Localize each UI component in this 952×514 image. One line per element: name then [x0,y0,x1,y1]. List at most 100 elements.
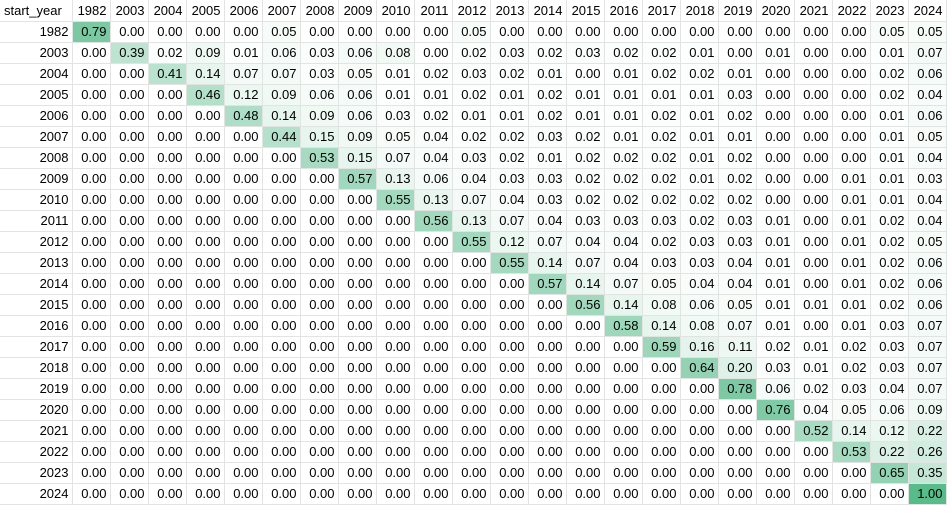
value-cell[interactable]: 0.22 [870,441,909,463]
value-cell[interactable]: 0.03 [300,42,339,64]
value-cell[interactable]: 0.00 [794,189,833,211]
value-cell[interactable]: 0.02 [870,84,909,106]
value-cell[interactable]: 0.03 [870,357,909,379]
column-header-cell[interactable]: 2023 [870,0,909,22]
value-cell[interactable]: 0.00 [604,336,643,358]
value-cell[interactable]: 0.00 [110,189,149,211]
value-cell[interactable]: 0.02 [604,189,643,211]
value-cell[interactable]: 0.00 [110,231,149,253]
value-cell[interactable]: 0.02 [832,357,871,379]
value-cell[interactable]: 0.00 [490,483,529,505]
value-cell[interactable]: 0.00 [72,147,111,169]
value-cell[interactable]: 0.00 [376,441,415,463]
value-cell[interactable]: 0.03 [376,105,415,127]
value-cell[interactable]: 0.00 [528,336,567,358]
value-cell[interactable]: 0.00 [832,63,871,85]
value-cell[interactable]: 0.05 [908,126,947,148]
value-cell[interactable]: 0.06 [908,273,947,295]
row-label-cell[interactable]: 2018 [0,357,73,379]
value-cell[interactable]: 0.00 [110,399,149,421]
value-cell[interactable]: 0.00 [186,210,225,232]
value-cell[interactable]: 0.00 [452,462,491,484]
value-cell[interactable]: 0.00 [376,378,415,400]
value-cell[interactable]: 0.03 [604,210,643,232]
row-label-cell[interactable]: 2015 [0,294,73,316]
value-cell[interactable]: 0.02 [642,42,681,64]
value-cell[interactable]: 0.00 [794,63,833,85]
value-cell[interactable]: 0.01 [452,105,491,127]
column-header-cell[interactable]: 2021 [794,0,833,22]
value-cell[interactable]: 0.05 [870,21,909,43]
value-cell[interactable]: 0.00 [148,84,187,106]
value-cell[interactable]: 0.15 [300,126,339,148]
value-cell[interactable]: 0.06 [680,294,719,316]
value-cell[interactable]: 0.00 [490,336,529,358]
value-cell[interactable]: 0.00 [224,231,263,253]
value-cell[interactable]: 0.16 [680,336,719,358]
value-cell[interactable]: 0.00 [490,420,529,442]
value-cell[interactable]: 0.00 [186,441,225,463]
value-cell[interactable]: 0.00 [224,336,263,358]
value-cell[interactable]: 0.01 [604,84,643,106]
value-cell[interactable]: 0.00 [300,462,339,484]
value-cell[interactable]: 0.01 [832,210,871,232]
value-cell[interactable]: 0.03 [870,336,909,358]
value-cell[interactable]: 0.00 [224,420,263,442]
value-cell[interactable]: 0.00 [224,294,263,316]
value-cell[interactable]: 0.02 [604,42,643,64]
value-cell[interactable]: 0.01 [680,84,719,106]
value-cell[interactable]: 0.00 [300,336,339,358]
column-header-cell[interactable]: 2018 [680,0,719,22]
value-cell[interactable]: 0.07 [908,42,947,64]
value-cell[interactable]: 0.00 [528,315,567,337]
value-cell[interactable]: 0.00 [72,378,111,400]
value-cell[interactable]: 0.02 [642,168,681,190]
value-cell[interactable]: 0.00 [794,105,833,127]
value-cell[interactable]: 0.01 [832,231,871,253]
value-cell[interactable]: 0.00 [72,84,111,106]
value-cell[interactable]: 0.00 [756,84,795,106]
value-cell[interactable]: 0.00 [186,483,225,505]
value-cell[interactable]: 0.09 [262,84,301,106]
value-cell[interactable]: 0.01 [832,273,871,295]
value-cell[interactable]: 0.76 [756,399,795,421]
value-cell[interactable]: 0.02 [680,189,719,211]
value-cell[interactable]: 0.00 [414,336,453,358]
value-cell[interactable]: 0.02 [642,189,681,211]
value-cell[interactable]: 0.00 [224,441,263,463]
value-cell[interactable]: 0.00 [186,273,225,295]
column-header-cell[interactable]: 2008 [300,0,339,22]
value-cell[interactable]: 0.00 [262,441,301,463]
value-cell[interactable]: 0.00 [300,378,339,400]
column-header-cell[interactable]: 2017 [642,0,681,22]
value-cell[interactable]: 0.07 [718,315,757,337]
value-cell[interactable]: 0.03 [642,210,681,232]
value-cell[interactable]: 0.00 [832,21,871,43]
value-cell[interactable]: 0.00 [186,189,225,211]
value-cell[interactable]: 0.00 [148,441,187,463]
value-cell[interactable]: 0.00 [680,462,719,484]
value-cell[interactable]: 0.01 [832,252,871,274]
value-cell[interactable]: 0.04 [718,273,757,295]
value-cell[interactable]: 0.06 [414,168,453,190]
value-cell[interactable]: 0.00 [414,357,453,379]
value-cell[interactable]: 0.06 [300,84,339,106]
value-cell[interactable]: 0.04 [794,399,833,421]
column-header-cell[interactable]: 2012 [452,0,491,22]
value-cell[interactable]: 0.01 [566,84,605,106]
value-cell[interactable]: 0.00 [452,399,491,421]
value-cell[interactable]: 0.01 [794,357,833,379]
value-cell[interactable]: 0.00 [794,84,833,106]
column-header-cell[interactable]: 2006 [224,0,263,22]
row-label-cell[interactable]: 2004 [0,63,73,85]
column-header-cell[interactable]: 2003 [110,0,149,22]
value-cell[interactable]: 0.00 [490,441,529,463]
row-label-cell[interactable]: 2024 [0,483,73,505]
value-cell[interactable]: 0.00 [262,252,301,274]
value-cell[interactable]: 0.00 [832,462,871,484]
value-cell[interactable]: 0.08 [642,294,681,316]
value-cell[interactable]: 0.01 [756,42,795,64]
value-cell[interactable]: 0.02 [718,105,757,127]
value-cell[interactable]: 0.00 [72,63,111,85]
value-cell[interactable]: 0.07 [604,273,643,295]
